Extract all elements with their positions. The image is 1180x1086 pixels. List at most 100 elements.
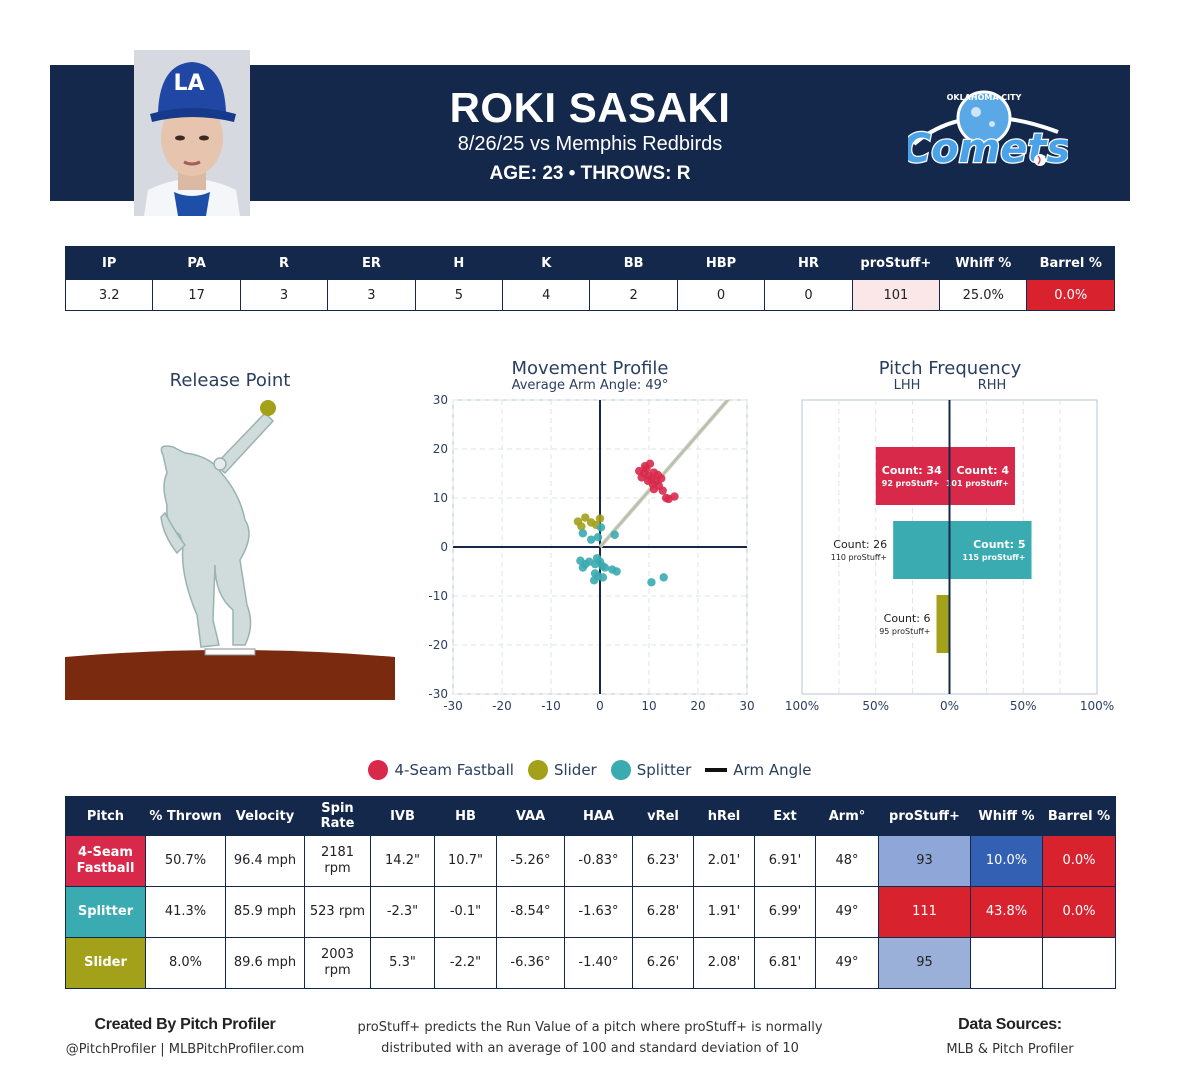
frequency-label-lhh-4-seam-fastball: Count: 34	[882, 464, 942, 477]
movement-ytick: 0	[440, 540, 448, 554]
pitch-header-vaa: VAA	[496, 796, 565, 836]
pitch-cell-barrel: 0.0%	[1042, 835, 1116, 887]
stat-header-bb: BB	[589, 246, 678, 280]
stat-value-k: 4	[502, 279, 591, 311]
player-name: ROKI SASAKI	[449, 84, 731, 131]
movement-point-splitter	[647, 578, 656, 587]
pitch-cell-haa: -1.63°	[564, 886, 633, 938]
legend-swatch-arm-angle	[705, 768, 728, 772]
release-point-title: Release Point	[169, 370, 291, 391]
stat-header-er: ER	[327, 246, 416, 280]
movement-point-splitter	[596, 523, 606, 532]
pitch-header-ivb: IVB	[370, 796, 435, 836]
frequency-bar-lhh-splitter	[893, 521, 950, 579]
pitch-header-hrel: hRel	[693, 796, 755, 836]
stat-value-ip: 3.2	[64, 279, 154, 311]
data-sources-title: Data Sources:	[958, 1016, 1062, 1033]
movement-chart: -30 -20 -10 0 10 20 30 -30 -20 -10 0 10 20 30	[428, 393, 754, 713]
movement-ytick: 10	[433, 491, 448, 505]
pitch-cell-vaa: -5.26°	[496, 835, 565, 887]
pitch-cell-ext: 6.91'	[754, 835, 816, 887]
player-photo: LA	[134, 50, 250, 216]
pitch-cell-velocity: 96.4 mph	[225, 835, 305, 887]
pitch-cell-whiff: 10.0%	[970, 835, 1043, 887]
pitch-cell-barrel: 0.0%	[1042, 886, 1116, 938]
pitch-cell-ext: 6.81'	[754, 937, 816, 989]
pitch-cell-haa: -1.40°	[564, 937, 633, 989]
movement-xtick: 10	[641, 699, 656, 713]
legend-item-arm-angle[interactable]: Arm Angle	[705, 761, 812, 779]
frequency-bar-rhh-4-seam-fastball	[949, 447, 1015, 505]
pitch-row-splitter: Splitter 41.3% 85.9 mph 523 rpm -2.3" -0.1" -8…	[65, 886, 1116, 938]
release-point-figure	[65, 400, 395, 700]
movement-point-4-seam-fastball	[658, 486, 667, 495]
legend-label: Splitter	[636, 761, 692, 779]
pitch-cell-prostuff: 95	[878, 937, 971, 989]
legend-label: Arm Angle	[733, 761, 812, 779]
pitch-header-prostuff: proStuff+	[878, 796, 971, 836]
pitch-header-velocity: Velocity	[225, 796, 305, 836]
credits: Created By Pitch Profiler @PitchProfiler…	[60, 1016, 310, 1057]
pitch-cell-ext: 6.99'	[754, 886, 816, 938]
stat-value-bb: 2	[589, 279, 678, 311]
legend-item-slider[interactable]: Slider	[527, 760, 597, 780]
stat-header-barrel: Barrel %	[1026, 246, 1115, 280]
movement-point-4-seam-fastball	[640, 461, 650, 471]
pitching-rubber	[204, 648, 256, 656]
pitch-cell-ivb: -2.3"	[370, 886, 435, 938]
frequency-label-rhh-splitter: Count: 5	[973, 538, 1025, 551]
legend-item-splitter[interactable]: Splitter	[610, 760, 692, 780]
movement-xtick: -30	[443, 699, 463, 713]
frequency-xtick: 100%	[1080, 699, 1114, 713]
pitch-header-whiff: Whiff %	[970, 796, 1043, 836]
stat-value-prostuff: 101	[851, 279, 941, 311]
movement-point-splitter	[578, 529, 588, 538]
frequency-xtick: 50%	[1010, 699, 1037, 713]
legend-swatch-4-seam-fastball	[368, 760, 389, 780]
pitch-cell-hb: -2.2"	[434, 937, 497, 989]
frequency-sub-rhh-splitter: 115 proStuff+	[962, 553, 1025, 562]
stat-header-prostuff: proStuff+	[851, 246, 941, 280]
stat-header-k: K	[502, 246, 591, 280]
frequency-bar-lhh-slider	[936, 595, 950, 653]
movement-point-4-seam-fastball	[670, 492, 679, 501]
stat-value-h: 5	[414, 279, 504, 311]
team-logo-top: OKLAHOMA CITY	[947, 93, 1022, 102]
stat-value-er: 3	[327, 279, 416, 311]
prostuff-note-line2: distributed with an average of 100 and s…	[381, 1041, 799, 1056]
frequency-sub-lhh-slider: 95 proStuff+	[879, 627, 930, 636]
pitch-header-barrel: Barrel %	[1042, 796, 1116, 836]
stat-header-whiff: Whiff %	[939, 246, 1028, 280]
rhh-label: RHH	[977, 378, 1007, 393]
credits-handle[interactable]: @PitchProfiler | MLBPitchProfiler.com	[65, 1042, 305, 1057]
stat-value-r: 3	[239, 279, 329, 311]
stat-header-r: R	[239, 246, 329, 280]
pitch-header-haa: HAA	[564, 796, 633, 836]
frequency-xtick: 0%	[940, 699, 959, 713]
movement-xtick: 0	[596, 699, 604, 713]
frequency-title: Pitch Frequency	[878, 358, 1022, 379]
release-point-marker	[260, 400, 276, 416]
lhh-label: LHH	[893, 378, 921, 393]
frequency-xtick: 100%	[785, 699, 819, 713]
stat-header-ip: IP	[64, 246, 154, 280]
pitch-cell-hb: 10.7"	[434, 835, 497, 887]
team-logo-text: Comets	[908, 126, 1068, 172]
pitch-cell-hb: -0.1"	[434, 886, 497, 938]
frequency-label-lhh-slider: Count: 6	[884, 612, 931, 625]
movement-ytick: 30	[433, 393, 448, 407]
pitch-cell-prostuff: 93	[878, 835, 971, 887]
movement-ytick: -30	[428, 687, 448, 701]
movement-point-splitter	[589, 576, 599, 585]
prostuff-note-line1: proStuff+ predicts the Run Value of a pi…	[357, 1020, 823, 1035]
movement-point-splitter	[578, 563, 588, 572]
stat-header-h: H	[414, 246, 504, 280]
pitch-header-spin-rate: Spin Rate	[304, 796, 371, 836]
pitch-cell-velocity: 89.6 mph	[225, 937, 305, 989]
legend-item-4-seam-fastball[interactable]: 4-Seam Fastball	[368, 760, 514, 780]
pitch-cell-thrown: 41.3%	[145, 886, 226, 938]
pitch-cell-spin-rate: 523 rpm	[304, 886, 371, 938]
movement-ytick: 20	[433, 442, 448, 456]
pitch-cell-vaa: -8.54°	[496, 886, 565, 938]
pitch-cell-arm: 49°	[815, 937, 879, 989]
